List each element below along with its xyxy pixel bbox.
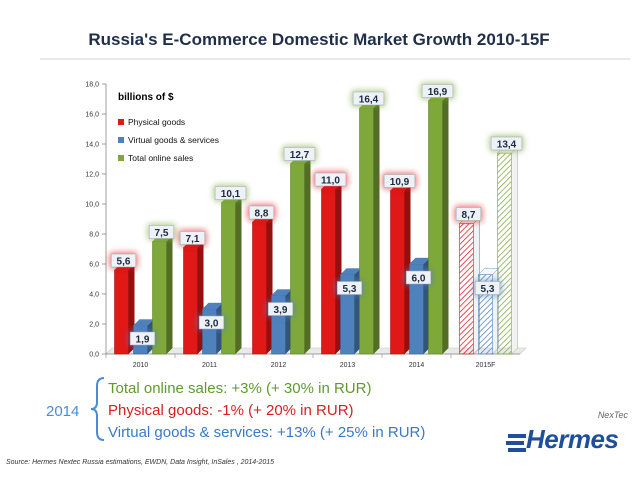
- bar-physical-goods-2012: [252, 221, 267, 355]
- data-label-virtual-goods-2014: 6,0: [412, 274, 426, 285]
- bar-chart: 0,0 2,0 4,0 6,0 8,0 10,0 12,0 14,0 16,0 18,0 billi…: [85, 82, 527, 369]
- y-tick-label: 2,0: [89, 322, 99, 329]
- data-label-box: [198, 315, 225, 330]
- brace-icon: [90, 377, 105, 441]
- x-tick-label: 2014: [409, 362, 425, 369]
- data-label-box: [179, 231, 206, 245]
- data-label-total-online-sales-2015F: 13,4: [497, 140, 517, 151]
- data-label-total-online-sales-2012: 12,7: [290, 150, 310, 161]
- legend-label-total-online-sales: Total online sales: [128, 153, 193, 163]
- logo-text: Hermes: [526, 424, 619, 454]
- data-label-virtual-goods-2012: 3,9: [274, 305, 288, 316]
- data-label-physical-goods-2010: 5,6: [117, 257, 131, 268]
- data-label-total-online-sales-2014: 16,9: [428, 87, 448, 98]
- data-label-physical-goods-2013: 11,0: [321, 176, 340, 187]
- y-tick-label: 8,0: [89, 232, 99, 239]
- title-divider: [40, 58, 630, 60]
- data-label-physical-goods-2014: 10,9: [390, 177, 410, 188]
- bar-side: [166, 235, 173, 354]
- bar-side: [304, 157, 311, 354]
- bar-side: [335, 183, 342, 354]
- bar-side: [235, 196, 242, 354]
- data-label-box: [267, 302, 294, 316]
- logo-stripes-icon: [506, 434, 526, 452]
- data-label-box: [314, 172, 347, 187]
- x-tick-label: 2010: [133, 362, 149, 369]
- bar-total-online-sales-2012: [290, 163, 305, 355]
- logo-subtext: NexTec: [597, 410, 628, 420]
- bar-total-online-sales-2014: [428, 100, 443, 355]
- legend-swatch-total-online-sales: [118, 155, 124, 161]
- y-tick-label: 18,0: [85, 82, 99, 89]
- x-tick-label: 2012: [271, 362, 287, 369]
- note-total-online-sales: Total online sales: +3% (+ 30% in RUR): [108, 380, 372, 397]
- legend-swatch-virtual-goods: [118, 137, 124, 143]
- data-label-box: [148, 225, 175, 239]
- unit-label: billions of $: [118, 92, 174, 103]
- data-label-box: [455, 207, 482, 221]
- data-label-box: [421, 84, 454, 98]
- y-tick-label: 4,0: [89, 292, 99, 299]
- data-label-box: [129, 331, 156, 346]
- data-label-physical-goods-2011: 7,1: [186, 234, 200, 245]
- chart-title: Russia's E-Commerce Domestic Market Grow…: [88, 30, 550, 49]
- y-tick-label: 16,0: [85, 112, 99, 119]
- hermes-logo: NexTec Hermes: [506, 410, 628, 464]
- legend-label-virtual-goods: Virtual goods & services: [128, 135, 219, 145]
- legend-swatch-physical-goods: [118, 119, 124, 125]
- note-virtual-goods: Virtual goods & services: +13% (+ 25% in…: [108, 424, 426, 441]
- bar-physical-goods-2014: [390, 190, 405, 355]
- data-label-box: [110, 253, 137, 268]
- data-label-physical-goods-2012: 8,8: [255, 209, 269, 220]
- data-label-total-online-sales-2013: 16,4: [359, 95, 379, 106]
- bar-side: [442, 94, 449, 354]
- data-label-box: [283, 147, 316, 161]
- data-label-total-online-sales-2011: 10,1: [221, 189, 241, 200]
- note-physical-goods: Physical goods: -1% (+ 20% in RUR): [108, 402, 354, 419]
- y-tick-label: 14,0: [85, 142, 99, 149]
- bar-physical-goods-2013: [321, 188, 336, 355]
- data-label-physical-goods-2015F: 8,7: [462, 210, 476, 221]
- bar-physical-goods-2011: [183, 247, 198, 355]
- data-label-virtual-goods-2013: 5,3: [343, 284, 357, 295]
- data-label-box: [405, 270, 432, 285]
- bar-physical-goods-2010: [114, 269, 129, 355]
- data-label-virtual-goods-2015F: 5,3: [481, 284, 495, 295]
- y-tick-label: 12,0: [85, 172, 99, 179]
- data-label-box: [490, 136, 523, 151]
- x-tick-label: 2013: [340, 362, 356, 369]
- bar-total-online-sales-2013: [359, 107, 374, 355]
- bar-side: [373, 102, 380, 354]
- data-label-box: [214, 186, 247, 200]
- source-note: Source: Hermes Nextec Russia estimations…: [6, 459, 275, 466]
- y-tick-label: 6,0: [89, 262, 99, 269]
- data-label-virtual-goods-2010: 1,9: [136, 335, 150, 346]
- x-tick-label: 2011: [202, 362, 217, 369]
- data-label-box: [336, 281, 363, 295]
- y-tick-label: 0,0: [89, 352, 99, 359]
- data-label-box: [474, 281, 501, 295]
- data-label-total-online-sales-2010: 7,5: [155, 228, 169, 239]
- bar-side: [266, 216, 273, 354]
- legend-label-physical-goods: Physical goods: [128, 117, 185, 127]
- data-label-box: [352, 91, 385, 106]
- bar-side: [511, 146, 518, 355]
- x-tick-label: 2015F: [476, 362, 496, 369]
- data-label-virtual-goods-2011: 3,0: [205, 319, 219, 330]
- bar-total-online-sales-2015F: [497, 152, 512, 355]
- year-2014-label: 2014: [46, 403, 80, 420]
- data-label-box: [248, 205, 275, 220]
- bar-physical-goods-2015F: [459, 223, 474, 355]
- data-label-box: [383, 174, 416, 188]
- bar-total-online-sales-2011: [221, 202, 236, 355]
- y-tick-label: 10,0: [85, 202, 99, 209]
